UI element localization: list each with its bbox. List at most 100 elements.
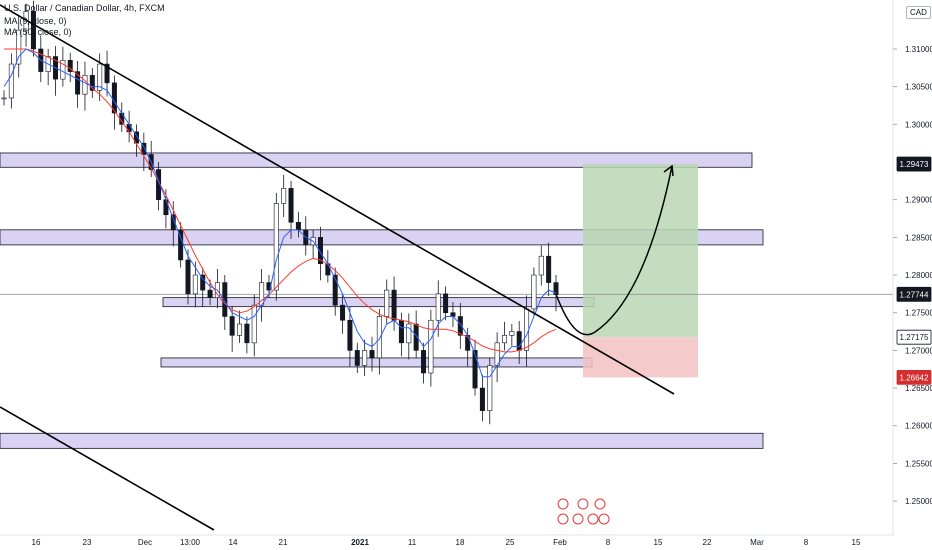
candle (60, 46, 66, 87)
candle-body (406, 323, 412, 344)
y-tick-label: 1.30500 (905, 83, 932, 92)
candle-body (362, 350, 368, 366)
currency-badge[interactable]: CAD (906, 6, 931, 19)
candle (104, 50, 110, 97)
candle (317, 226, 323, 281)
candle-body (288, 188, 294, 223)
candle-body (354, 350, 360, 366)
y-tick-label: 1.25500 (905, 459, 932, 468)
candle (1, 90, 7, 106)
x-tick-label: 14 (229, 538, 238, 547)
trade-box[interactable] (583, 164, 698, 378)
candle-body (509, 331, 515, 336)
zone-support-lower[interactable] (160, 357, 593, 368)
candle (119, 102, 125, 132)
event-flag-icon[interactable] (577, 498, 589, 510)
price-axis[interactable]: 1.31000 1.30500 1.30000 1.29000 1.28500 1.280… (893, 45, 932, 506)
event-flag-icon[interactable] (598, 513, 610, 525)
candle-body (237, 323, 243, 336)
y-tick-label: 1.26500 (905, 384, 932, 393)
candle (244, 316, 250, 354)
zones-layer (0, 152, 764, 449)
y-tick-label: 1.29000 (905, 196, 932, 205)
candle (178, 222, 184, 268)
ma-9-line (3, 48, 557, 378)
candle (237, 310, 243, 343)
candle-body (222, 282, 228, 317)
stop-area[interactable] (583, 337, 698, 378)
candle (354, 342, 360, 373)
candle (391, 276, 397, 331)
candle (185, 249, 191, 305)
candle (472, 339, 478, 396)
event-flag-icon[interactable] (594, 498, 606, 510)
price-label-bg (896, 156, 932, 172)
projection-arrow[interactable] (555, 165, 673, 336)
candle-body (450, 312, 456, 317)
candle (501, 321, 507, 351)
candle (281, 174, 287, 218)
event-flag-icon[interactable] (587, 513, 599, 525)
x-tick-label: 18 (456, 538, 465, 547)
candle-body (369, 350, 375, 359)
y-tick-label: 1.28000 (905, 271, 932, 280)
candle-body (435, 293, 441, 321)
candle (479, 374, 485, 422)
projection-arrowhead[interactable] (663, 164, 674, 177)
price-label: 1.27175 (896, 329, 932, 345)
zone-resistance-mid[interactable] (0, 229, 764, 246)
candle-body (16, 29, 22, 65)
candle-body (200, 274, 206, 291)
candle-body (421, 350, 427, 374)
x-tick-label: 23 (83, 538, 92, 547)
price-label-text: 1.27175 (900, 333, 929, 342)
candle (222, 275, 228, 331)
price-label-bg (896, 329, 932, 345)
symbol-title[interactable]: U.S. Dollar / Canadian Dollar, 4h, FXCM (4, 3, 165, 13)
candle-body (266, 282, 272, 291)
event-flag-icon[interactable] (572, 513, 584, 525)
trend-line-main[interactable] (0, 4, 675, 395)
price-label-text: 1.26642 (900, 373, 929, 382)
y-tick-label: 1.26000 (905, 422, 932, 431)
candle-body (163, 199, 169, 216)
candle-body (207, 289, 213, 298)
zone-resistance-upper[interactable] (0, 152, 753, 168)
candle (376, 308, 382, 375)
candle-body (479, 387, 485, 411)
price-labels: 1.29473 1.27744 1.27175 1.26642 (896, 156, 932, 385)
candle-body (332, 274, 338, 306)
candle-body (494, 342, 500, 366)
candle (53, 45, 59, 96)
y-tick-label: 1.30000 (905, 120, 932, 129)
y-tick-label: 1.25000 (905, 497, 932, 506)
target-area[interactable] (583, 164, 698, 338)
economic-event-icons[interactable] (557, 498, 610, 525)
x-tick-label: 16 (32, 538, 41, 547)
candle-body (229, 316, 235, 336)
candle (251, 294, 257, 357)
candle-body (60, 59, 66, 80)
y-tick-label: 1.28500 (905, 233, 932, 242)
ma-slow-legend[interactable]: MA (50, close, 0) (4, 27, 72, 37)
candle (413, 310, 419, 358)
candle-body (273, 203, 279, 291)
candle (97, 53, 103, 101)
candle (435, 280, 441, 337)
event-flag-icon[interactable] (557, 513, 569, 525)
drawings-layer[interactable] (0, 4, 675, 531)
candle-body (104, 63, 110, 84)
time-axis[interactable]: 16 23 Dec 13:00 14 21 2021 11 18 25 Feb 8 15 22 Mar 8 15 (32, 538, 861, 547)
zone-support-bottom[interactable] (0, 432, 764, 449)
trend-line-lower[interactable] (0, 406, 215, 531)
ma-fast-legend[interactable]: MA (9, close, 0) (4, 16, 67, 26)
candle-body (185, 259, 191, 295)
event-flag-icon[interactable] (557, 498, 569, 510)
price-label: 1.29473 (896, 156, 932, 172)
x-tick-label: Feb (553, 538, 567, 547)
x-tick-label: 13:00 (180, 538, 201, 547)
x-tick-label: 15 (654, 538, 663, 547)
candle (67, 52, 73, 83)
price-label-text: 1.29473 (900, 160, 929, 169)
